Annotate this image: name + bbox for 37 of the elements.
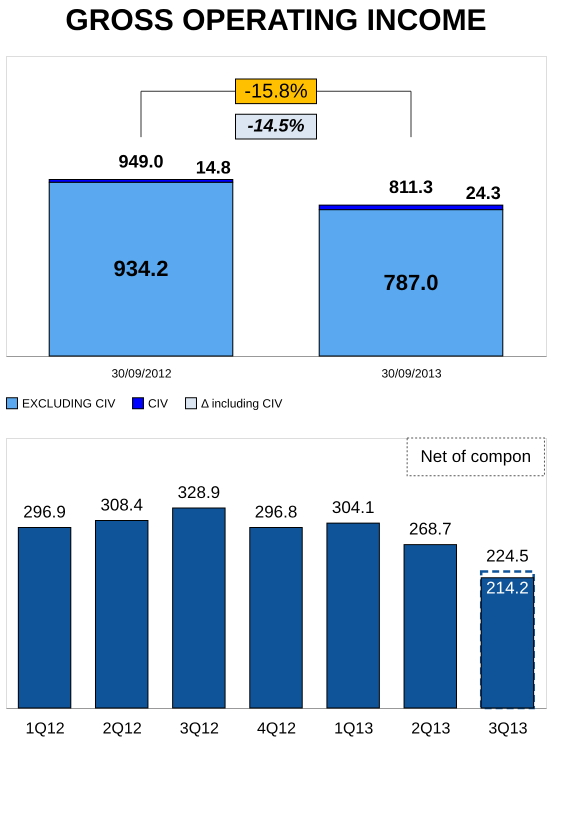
x-tick-label: 3Q12 bbox=[180, 720, 220, 738]
x-tick-label: 2Q13 bbox=[411, 720, 450, 738]
x-tick-label: 2Q12 bbox=[102, 720, 142, 738]
data-label: 308.4 bbox=[100, 495, 143, 514]
text: -14.5% bbox=[247, 116, 305, 136]
legend-label: Δ including CIV bbox=[201, 396, 282, 410]
bar bbox=[48, 182, 234, 356]
data-label: 24.3 bbox=[466, 183, 501, 204]
bar bbox=[326, 522, 380, 708]
data-label: 328.9 bbox=[178, 483, 220, 502]
data-label: 787.0 bbox=[383, 270, 439, 295]
total-label: 949.0 bbox=[118, 152, 164, 172]
data-label: 14.8 bbox=[196, 158, 231, 178]
x-tick-label: 4Q12 bbox=[256, 720, 296, 738]
x-tick-label: 30/09/2013 bbox=[381, 366, 442, 380]
data-label: 224.5 bbox=[486, 546, 529, 566]
legend-label: EXCLUDING CIV bbox=[22, 396, 116, 410]
legend-label: CIV bbox=[148, 396, 168, 410]
bar bbox=[18, 526, 72, 708]
bar bbox=[172, 508, 226, 708]
data-label: 934.2 bbox=[113, 256, 169, 282]
data-label: 304.1 bbox=[332, 498, 374, 518]
x-tick-label: 3Q13 bbox=[488, 720, 528, 738]
text: -15.8% bbox=[244, 80, 308, 102]
data-label: 296.8 bbox=[254, 502, 298, 522]
text: Net of compon bbox=[420, 446, 532, 466]
bar bbox=[404, 544, 458, 708]
data-label: 268.7 bbox=[409, 520, 452, 539]
x-tick-label: 1Q13 bbox=[334, 720, 374, 738]
data-label: 296.9 bbox=[23, 502, 66, 522]
x-tick-label: 1Q12 bbox=[26, 720, 65, 738]
bar bbox=[94, 520, 148, 708]
x-tick-label: 30/09/2012 bbox=[111, 366, 172, 380]
data-label: 214.2 bbox=[486, 578, 529, 598]
chart-title: GROSS OPERATING INCOME bbox=[65, 4, 487, 37]
bar bbox=[249, 527, 303, 708]
total-label: 811.3 bbox=[388, 177, 434, 198]
